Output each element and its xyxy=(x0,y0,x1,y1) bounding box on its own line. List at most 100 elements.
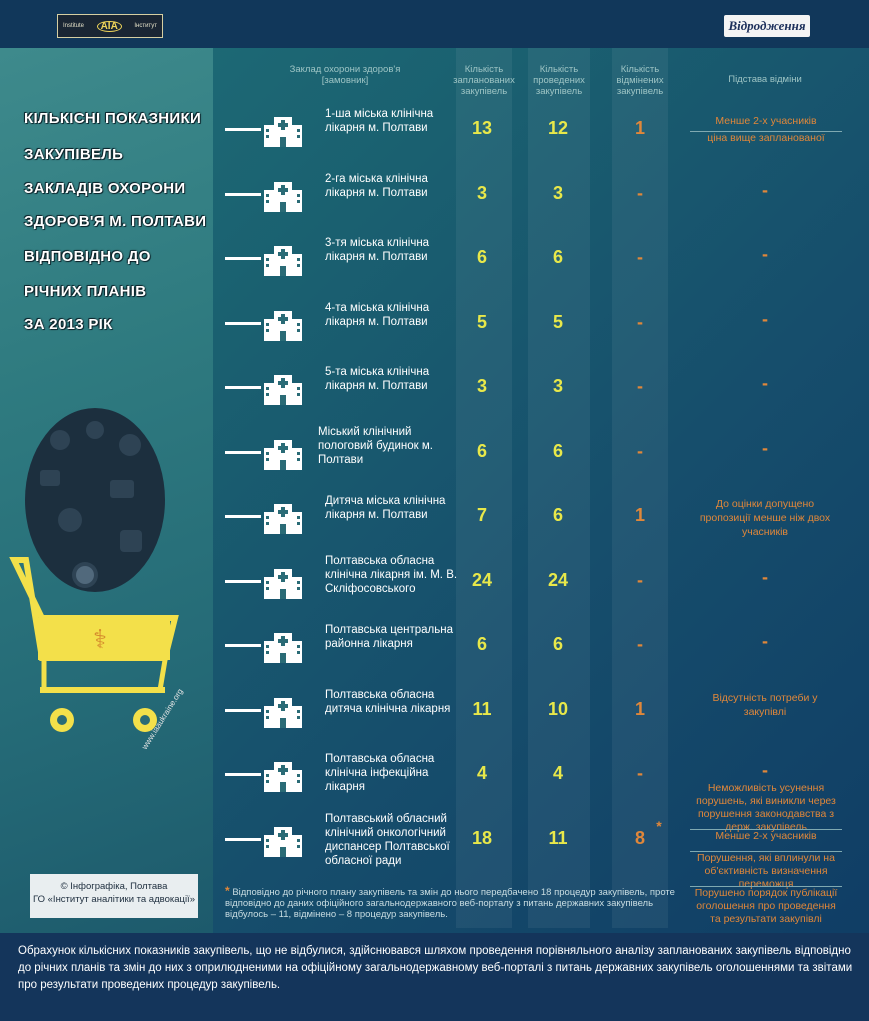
planned-count: 6 xyxy=(476,440,487,461)
held-count: 6 xyxy=(552,634,563,654)
held-count: 6 xyxy=(552,440,563,461)
cancelled-count: 8 xyxy=(634,827,645,848)
table-row: Полтавський обласний клінічний онкологіч… xyxy=(0,808,869,872)
hospital-icon xyxy=(262,629,304,663)
held-count: 6 xyxy=(552,247,563,267)
title-line: РІЧНИХ ПЛАНІВ xyxy=(24,283,147,300)
cancelled-count: - xyxy=(637,440,643,461)
cancel-reason: - xyxy=(762,179,768,200)
connector-line xyxy=(225,644,261,647)
hospital-icon xyxy=(262,307,304,341)
table-row: Полтавська обласна клінічна лікарня ім. … xyxy=(0,550,869,614)
planned-column-band xyxy=(456,48,512,928)
hospital-icon xyxy=(262,242,304,276)
hospital-icon xyxy=(262,565,304,599)
cancelled-count: 1 xyxy=(634,118,645,138)
institution-name: Полтавський обласний клінічний онкологіч… xyxy=(325,812,450,867)
institution-name: Полтавська центральна районна лікарня xyxy=(325,624,453,650)
planned-count: 18 xyxy=(471,827,493,848)
header-institution: Заклад охорони здоров'я [замовник] xyxy=(289,64,401,86)
planned-count: 11 xyxy=(472,698,492,719)
institution-name: 4-та міська клінічна лікарня м. Полтави xyxy=(325,301,430,328)
planned-count: 6 xyxy=(476,247,487,267)
planned-count: 4 xyxy=(476,763,487,783)
planned-count: 5 xyxy=(476,311,487,332)
title-line: ЗА 2013 РІК xyxy=(24,316,113,333)
cancelled-count: - xyxy=(637,763,643,783)
cancelled-count: - xyxy=(637,247,643,267)
cancelled-count: 1 xyxy=(634,505,645,525)
footnote: * Відповідно до річного плану закупівель… xyxy=(225,884,685,920)
institution-name: 1-ша міська клінічна лікарня м. Полтави xyxy=(325,108,434,134)
cancel-reason: До оцінки допущено пропозиції менше ніж … xyxy=(699,498,831,538)
planned-count: 3 xyxy=(476,182,487,203)
cancel-reason: - xyxy=(762,437,768,458)
planned-count: 3 xyxy=(476,376,487,396)
connector-line xyxy=(225,773,261,776)
footnote-asterisk: * xyxy=(225,884,230,898)
title-line: ВІДПОВІДНО ДО xyxy=(24,248,151,265)
table-row: Полтавська центральна районна лікарня 6 6 -… xyxy=(0,614,869,678)
institution-name: Полтавська обласна клінічна інфекційна л… xyxy=(325,753,435,793)
held-column-band xyxy=(528,48,590,928)
copyright-box: © Інфографіка, Полтава ГО «Інститут анал… xyxy=(30,874,198,918)
logo-text-ua: Інститут xyxy=(134,22,157,29)
hospital-icon xyxy=(262,500,304,534)
connector-line xyxy=(225,257,261,260)
held-count: 5 xyxy=(552,311,563,332)
institution-name: Міський клінічний пологовий будинок м. П… xyxy=(318,425,434,466)
cancelled-count: 1 xyxy=(634,698,645,719)
shopping-cart-icon: ⚕ xyxy=(9,557,179,732)
planned-count: 13 xyxy=(471,118,493,138)
logo-text-en: Institute xyxy=(63,22,85,29)
cancel-reason: - xyxy=(762,308,768,329)
hospital-icon xyxy=(262,823,304,857)
table-row: 1-ша міська клінічна лікарня м. Полтави 1… xyxy=(0,98,869,162)
title-line: ЗДОРОВ'Я М. ПОЛТАВИ xyxy=(24,213,207,230)
footnote-text: Відповідно до річного плану закупівель т… xyxy=(225,887,675,920)
hospital-icon xyxy=(262,113,304,147)
copyright-line2: ГО «Інститут аналітики та адвокації» xyxy=(33,894,195,905)
table-row: 2-га міська клінічна лікарня м. Полтави 3… xyxy=(0,163,869,227)
table-row: Полтавська обласна дитяча клінічна лікар… xyxy=(0,679,869,743)
header-cancelled: Кількість відмінених закупівель xyxy=(616,64,664,97)
svg-text:⚕: ⚕ xyxy=(93,625,107,655)
table-row: Дитяча міська клінічна лікарня м. Полтав… xyxy=(0,485,869,549)
reason-row12-c: Порушення, які вплинули на об'єктивність… xyxy=(690,851,842,891)
title-line: ЗАКЛАДІВ ОХОРОНИ xyxy=(24,180,186,197)
hospital-icon xyxy=(262,436,304,470)
connector-line xyxy=(225,128,261,131)
copyright-line1: © Інфографіка, Полтава xyxy=(60,881,168,892)
held-count: 11 xyxy=(548,827,568,848)
header-planned: Кількість запланованих закупівель xyxy=(453,64,515,97)
connector-line xyxy=(225,579,261,583)
table-row: Полтавська обласна клінічна інфекційна л… xyxy=(0,743,869,807)
cancelled-count: - xyxy=(637,376,643,396)
hospital-icon xyxy=(262,371,304,405)
held-count: 3 xyxy=(552,376,563,396)
held-count: 4 xyxy=(552,763,563,783)
institute-logo: Institute AIA Інститут xyxy=(57,14,163,38)
top-bar: Institute AIA Інститут Відродження xyxy=(0,0,869,48)
held-count: 12 xyxy=(547,118,569,138)
cancel-reason: Відсутність потреби у закупівлі xyxy=(712,691,818,718)
table-row: 4-та міська клінічна лікарня м. Полтави 5… xyxy=(0,292,869,356)
connector-line xyxy=(225,450,261,454)
logo-mark: AIA xyxy=(96,20,122,32)
connector-line xyxy=(225,321,261,325)
held-count: 3 xyxy=(552,182,563,203)
hospital-icon xyxy=(262,694,304,728)
reason-row1-a: Менше 2-х учасників xyxy=(715,115,817,127)
held-count: 10 xyxy=(547,698,569,719)
held-count: 24 xyxy=(547,569,569,590)
connector-line xyxy=(225,192,261,196)
cancel-reason: - xyxy=(762,244,768,264)
title-line: ЗАКУПІВЕЛЬ xyxy=(24,146,124,163)
hospital-icon xyxy=(262,758,304,792)
institution-name: Полтавська обласна дитяча клінічна лікар… xyxy=(325,688,451,715)
table-row: 3-тя міська клінічна лікарня м. Полтави 6… xyxy=(0,227,869,291)
cancelled-count: - xyxy=(637,569,643,590)
connector-line xyxy=(225,386,261,389)
vidrodzhennia-logo: Відродження xyxy=(724,15,810,37)
